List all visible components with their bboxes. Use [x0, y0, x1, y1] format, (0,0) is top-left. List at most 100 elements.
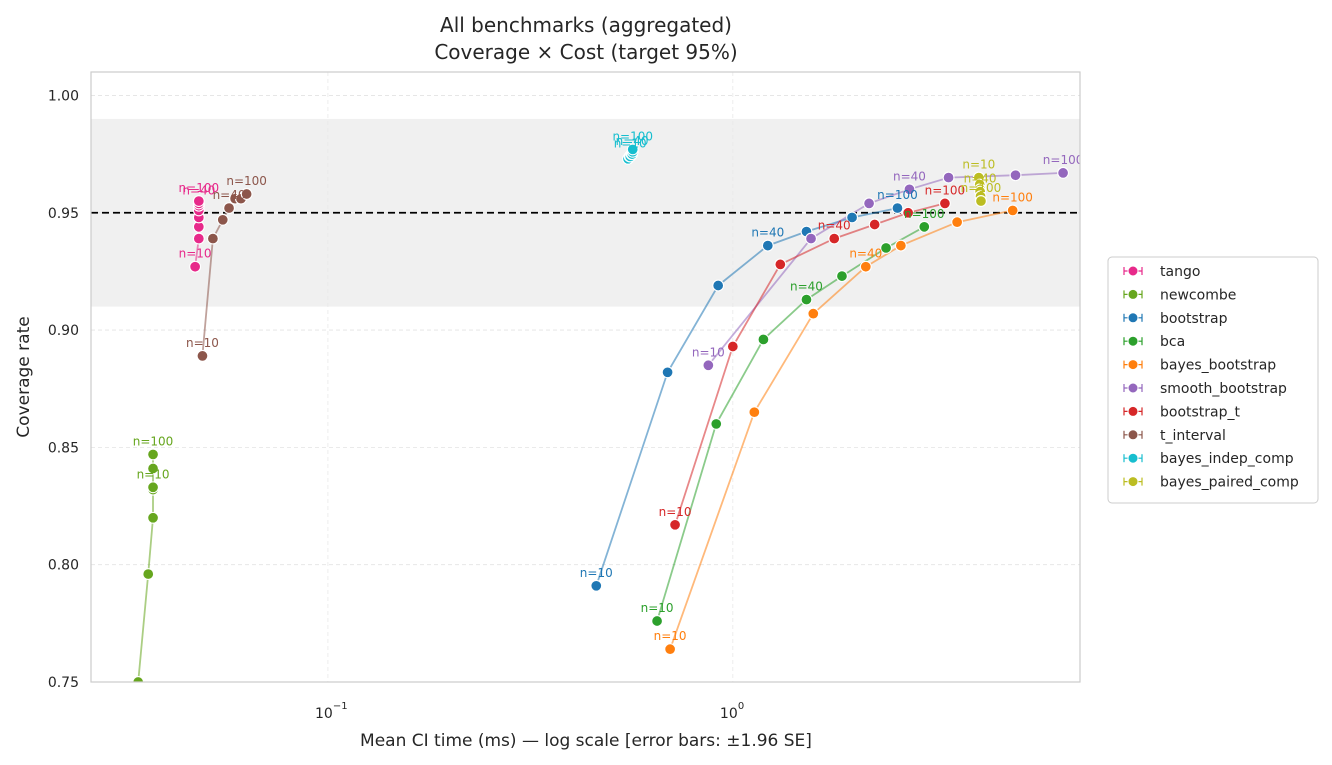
legend-label: newcombe [1160, 287, 1236, 303]
point-label-tango: n=100 [179, 181, 220, 195]
y-tick-label: 0.80 [48, 558, 79, 574]
point-bootstrap_t [669, 518, 682, 531]
x-tick-label: 10 −1 [315, 701, 348, 722]
point-label-smooth_bootstrap: n=100 [1043, 153, 1084, 167]
point-tango [189, 260, 202, 273]
point-bootstrap_t [868, 218, 881, 231]
y-tick-label: 0.75 [48, 675, 79, 691]
y-tick-label: 0.90 [48, 323, 79, 339]
point-bca [757, 333, 770, 346]
point-label-bca: n=10 [641, 601, 674, 615]
point-bayes_paired_comp [975, 195, 987, 207]
point-bootstrap_t [774, 258, 787, 271]
point-bca [836, 270, 848, 283]
series-group: n=10n=40n=100n=10n=100n=10n=40n=100n=10n… [132, 129, 1084, 682]
point-t_interval [196, 349, 209, 362]
point-label-bootstrap: n=100 [877, 188, 918, 202]
legend-item: bootstrap_t [1123, 404, 1241, 420]
point-label-tango: n=40 [182, 183, 215, 197]
point-tango [192, 195, 205, 207]
point-bayes_indep_comp [626, 143, 639, 156]
point-smooth_bootstrap [702, 359, 715, 372]
point-label-bca: n=40 [790, 280, 823, 294]
plot-area: n=10n=40n=100n=10n=100n=10n=40n=100n=10n… [48, 71, 1084, 722]
legend-label: tango [1160, 264, 1200, 280]
point-bootstrap [712, 279, 725, 292]
point-smooth_bootstrap [903, 183, 916, 196]
legend-label: bootstrap_t [1160, 404, 1241, 420]
legend-label: bootstrap [1160, 311, 1228, 327]
point-label-bootstrap: n=10 [580, 566, 613, 580]
point-label-bayes_paired_comp: n=100 [961, 181, 1002, 195]
legend-item: tango [1123, 264, 1200, 280]
legend-label: t_interval [1160, 428, 1226, 444]
point-bayes_bootstrap [951, 216, 964, 229]
point-bayes_bootstrap [664, 643, 677, 656]
point-tango [192, 232, 205, 245]
legend-label: smooth_bootstrap [1160, 381, 1287, 397]
legend-item: newcombe [1123, 287, 1236, 303]
point-label-tango: n=10 [179, 247, 212, 261]
point-bca [880, 242, 893, 254]
legend-item: bayes_bootstrap [1123, 358, 1276, 374]
point-smooth_bootstrap [1057, 166, 1070, 179]
point-label-bayes_indep_comp: n=100 [612, 129, 653, 143]
legend-item: bootstrap [1123, 311, 1228, 327]
point-t_interval [223, 202, 235, 215]
point-label-t_interval: n=10 [186, 336, 219, 350]
legend-label: bayes_paired_comp [1160, 475, 1299, 491]
legend-item: smooth_bootstrap [1123, 381, 1287, 397]
point-label-t_interval: n=100 [226, 174, 267, 188]
point-smooth_bootstrap [942, 171, 955, 184]
point-bootstrap_t [938, 197, 951, 210]
legend-item: bca [1123, 334, 1185, 350]
svg-text:0: 0 [738, 701, 744, 712]
y-tick-label: 1.00 [48, 88, 79, 104]
point-t_interval [240, 188, 253, 200]
point-label-bootstrap_t: n=10 [659, 505, 692, 519]
point-label-bayes_indep_comp: n=40 [616, 134, 649, 148]
legend-marker [1127, 265, 1139, 277]
point-bayes_bootstrap [859, 260, 872, 273]
legend-label: bayes_bootstrap [1160, 358, 1276, 374]
point-label-bootstrap_t: n=40 [818, 219, 851, 233]
chart-subtitle: Coverage × Cost (target 95%) [434, 40, 737, 64]
point-bayes_bootstrap [748, 406, 761, 419]
point-label-bca: n=100 [904, 207, 945, 221]
point-smooth_bootstrap [1009, 169, 1022, 182]
svg-text:10: 10 [315, 706, 333, 722]
point-label-bayes_indep_comp: n=10 [614, 136, 647, 150]
point-t_interval [216, 213, 229, 226]
legend-marker [1127, 335, 1139, 347]
plot-frame [90, 71, 1081, 683]
point-label-bootstrap_t: n=100 [925, 183, 966, 197]
point-t_interval [206, 232, 219, 245]
legend-marker [1127, 359, 1139, 371]
point-label-newcombe: n=10 [137, 467, 170, 481]
point-label-smooth_bootstrap: n=40 [893, 169, 926, 183]
y-tick-label: 0.95 [48, 206, 79, 222]
legend-label: bayes_indep_comp [1160, 451, 1294, 467]
point-bayes_bootstrap [894, 239, 907, 252]
legend-label: bca [1160, 334, 1185, 350]
point-bca [800, 293, 813, 306]
point-bootstrap_t [726, 340, 739, 353]
legend-marker [1127, 405, 1139, 417]
point-newcombe [147, 462, 159, 475]
legend-frame [1107, 256, 1319, 504]
legend-marker [1127, 429, 1139, 441]
point-bca [710, 417, 723, 430]
point-smooth_bootstrap [805, 232, 817, 245]
point-label-bayes_bootstrap: n=100 [992, 190, 1033, 204]
point-bootstrap_t [828, 232, 841, 245]
point-bootstrap [891, 202, 904, 215]
legend-marker [1127, 382, 1139, 394]
point-bootstrap [590, 579, 603, 592]
y-axis-label: Coverage rate [14, 316, 34, 437]
point-bootstrap_t [902, 206, 915, 219]
x-tick-label: 10 0 [720, 701, 744, 722]
point-bca [918, 220, 931, 233]
point-bootstrap [761, 239, 774, 252]
point-smooth_bootstrap [863, 197, 876, 210]
legend-marker [1127, 476, 1139, 488]
